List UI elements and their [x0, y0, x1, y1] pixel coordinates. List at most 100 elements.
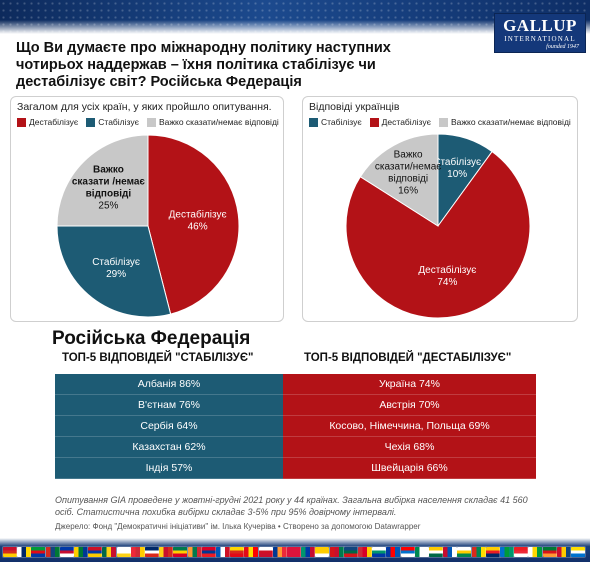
pie-slice — [345, 150, 531, 319]
pie-slice — [147, 134, 240, 315]
legend-swatch — [369, 117, 379, 127]
stabilize-cell: Індія 57% — [55, 458, 283, 479]
pie-slice — [56, 134, 149, 227]
flag-icon — [471, 547, 486, 557]
slice-name-label: Важко — [93, 164, 124, 175]
flag-icon — [542, 547, 557, 557]
legend-swatch — [146, 117, 156, 127]
slice-name-label: Дестабілізує — [418, 264, 476, 276]
legend-item-hard-to-say: Важко сказати/немає відповіді — [146, 117, 279, 127]
legend-item-stabilize: Стабілізує — [86, 117, 139, 127]
flag-icon — [159, 547, 174, 557]
flag-icon — [343, 547, 358, 557]
flag-icon — [145, 547, 159, 557]
legend-item-hard-to-say: Важко сказати/немає відповіді — [438, 117, 571, 127]
table-row: Індія 57% Швейцарія 66% — [55, 458, 536, 479]
survey-note: Опитування GIA проведене у жовтні-грудні… — [55, 495, 528, 517]
source-line: Джерело: Фонд "Демократичні ініціативи" … — [55, 522, 421, 531]
top5-table: Албанія 86% Україна 74% В'єтнам 76% Авст… — [55, 374, 536, 479]
slice-name-label: сказати /немає — [72, 176, 146, 187]
destabilize-cell: Австрія 70% — [283, 395, 536, 416]
slice-name-label: Дестабілізує — [169, 209, 227, 221]
flag-icon — [315, 547, 330, 557]
slice-name-label: Стабілізує — [433, 156, 481, 168]
slice-name-label: сказати/немає — [375, 162, 442, 173]
flags-strip — [0, 538, 590, 562]
flag-icon — [429, 547, 443, 557]
legend-item-destabilize: Дестабілізує — [17, 117, 78, 127]
slice-name-label: Важко — [394, 150, 423, 161]
destabilize-cell: Україна 74% — [283, 374, 536, 395]
table-row: Казахстан 62% Чехія 68% — [55, 437, 536, 458]
legend-swatch — [17, 117, 26, 127]
logo-founded: founded 1947 — [546, 44, 579, 50]
flag-icon — [173, 547, 188, 557]
page-title: Що Ви думаєте про міжнародну політику на… — [16, 40, 391, 90]
table-row: В'єтнам 76% Австрія 70% — [55, 395, 536, 416]
stabilize-cell: Казахстан 62% — [55, 437, 283, 458]
slice-value-label: 10% — [447, 169, 467, 180]
flag-icon — [17, 547, 32, 557]
legend-item-stabilize: Стабілізує — [309, 117, 362, 127]
table-row: Сербія 64% Косово, Німеччина, Польща 69% — [55, 416, 536, 437]
logo-name: GALLUP — [503, 16, 577, 35]
flag-icon — [59, 547, 74, 557]
pie-panel-all-countries: Загалом для усіх країн, у яких пройшло о… — [10, 96, 284, 322]
table-title: Російська Федерація — [52, 328, 251, 349]
flag-icon — [500, 547, 514, 557]
destabilize-cell: Косово, Німеччина, Польща 69% — [283, 416, 536, 437]
pie-legend: Стабілізує Дестабілізує Важко сказати/не… — [309, 117, 571, 127]
legend-item-destabilize: Дестабілізує — [369, 117, 431, 127]
flag-icon — [372, 547, 387, 557]
table-row: Албанія 86% Україна 74% — [55, 374, 536, 395]
flag-icon — [485, 547, 500, 557]
flag-icon — [272, 547, 287, 557]
destabilize-cell: Швейцарія 66% — [283, 458, 536, 479]
flag-icon — [528, 547, 543, 557]
flag-icon — [386, 547, 401, 557]
stabilize-cell: В'єтнам 76% — [55, 395, 283, 416]
header-banner — [0, 0, 590, 34]
legend-swatch — [438, 117, 448, 127]
flag-icon — [31, 547, 46, 557]
column-header-stabilize: ТОП-5 ВІДПОВІДЕЙ "СТАБІЛІЗУЄ" — [62, 352, 254, 364]
legend-swatch — [86, 117, 96, 127]
flag-icon — [301, 547, 316, 557]
flag-icon — [443, 547, 458, 557]
legend-label: Важко сказати/немає відповіді — [450, 117, 571, 127]
flag-icon — [329, 547, 344, 557]
flag-icon — [556, 547, 571, 557]
column-header-destabilize: ТОП-5 ВІДПОВІДЕЙ "ДЕСТАБІЛІЗУЄ" — [304, 352, 512, 364]
stabilize-cell: Албанія 86% — [55, 374, 283, 395]
flag-icon — [130, 547, 145, 557]
stabilize-cell: Сербія 64% — [55, 416, 283, 437]
slice-value-label: 16% — [398, 186, 418, 197]
slice-value-label: 29% — [106, 269, 126, 280]
flag-icon — [244, 547, 259, 557]
slice-value-label: 25% — [98, 200, 118, 211]
pie-slice — [359, 133, 439, 227]
legend-label: Важко сказати/немає відповіді — [158, 117, 279, 127]
flag-icon — [88, 547, 103, 557]
pie-panel-ukraine: Відповіді українців Стабілізує Дестабілі… — [302, 96, 578, 322]
flag-icon — [414, 547, 429, 557]
banner-fade — [0, 20, 590, 34]
slice-value-label: 74% — [437, 277, 457, 288]
flag-icon — [258, 547, 273, 557]
slice-name-label: відповіді — [86, 188, 132, 199]
legend-label: Стабілізує — [321, 117, 362, 127]
flag-icon — [3, 547, 17, 557]
slice-name-label: відповіді — [388, 174, 428, 185]
flag-icon — [571, 547, 585, 557]
flag-icon — [514, 547, 529, 557]
legend-label: Стабілізує — [98, 117, 139, 127]
legend-swatch — [309, 117, 318, 127]
flag-icon — [287, 547, 301, 557]
flag-icon — [74, 547, 88, 557]
legend-label: Дестабілізує — [29, 117, 79, 127]
flag-icon — [358, 547, 372, 557]
flag-icon — [116, 547, 131, 557]
flag-icon — [230, 547, 245, 557]
flag-icon — [102, 547, 117, 557]
